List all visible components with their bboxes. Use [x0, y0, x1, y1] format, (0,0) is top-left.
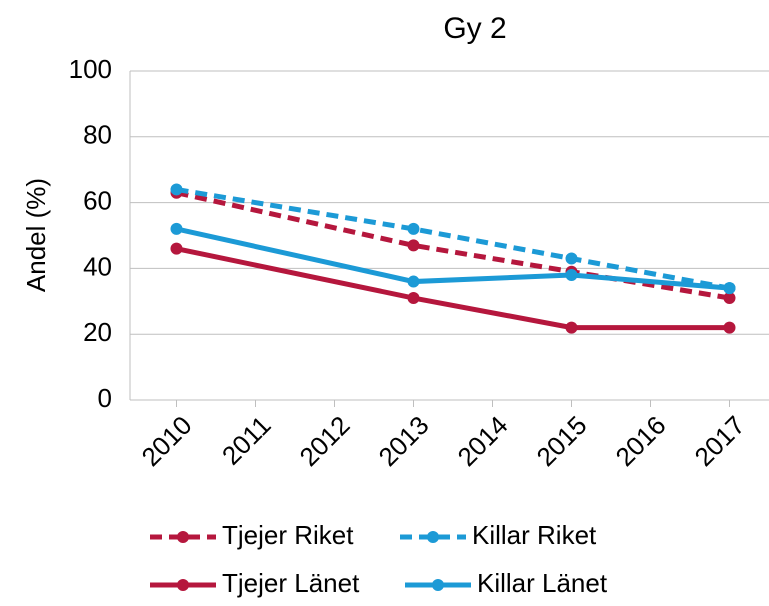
data-point [723, 282, 736, 295]
x-tick-label: 2017 [688, 410, 750, 472]
data-point [407, 292, 420, 305]
x-tick-label: 2012 [293, 410, 355, 472]
y-tick-label: 0 [98, 383, 112, 413]
y-tick-label: 20 [83, 317, 112, 347]
y-tick-label: 80 [83, 120, 112, 150]
x-tick-label: 2014 [451, 410, 513, 472]
legend-marker [432, 579, 444, 591]
legend-label: Tjejer Riket [222, 520, 354, 550]
data-point [723, 292, 736, 305]
chart-title: Gy 2 [443, 12, 506, 45]
data-point [565, 268, 578, 281]
data-point [407, 239, 420, 252]
series-line [175, 246, 730, 331]
y-axis-label: Andel (%) [21, 178, 51, 292]
y-tick-label: 60 [83, 185, 112, 215]
data-point [170, 242, 183, 255]
y-tick-label: 40 [83, 251, 112, 281]
legend-label: Killar Länet [477, 568, 608, 598]
x-tick-label: 2015 [530, 410, 592, 472]
legend-label: Killar Riket [472, 520, 597, 550]
data-point [407, 222, 420, 235]
x-tick-label: 2010 [135, 410, 197, 472]
series-line [175, 226, 730, 291]
x-tick-label: 2013 [372, 410, 434, 472]
legend-marker [177, 579, 189, 591]
data-point [407, 275, 420, 288]
series-line [176, 186, 730, 291]
x-tick-label: 2016 [609, 410, 671, 472]
series-line [175, 190, 730, 301]
legend-label: Tjejer Länet [222, 568, 360, 598]
legend-marker [427, 531, 439, 543]
legend-marker [177, 531, 189, 543]
y-tick-label: 100 [69, 54, 112, 84]
data-point [170, 222, 183, 235]
x-tick-label: 2011 [216, 410, 277, 471]
data-point [565, 321, 578, 334]
data-point [170, 183, 183, 196]
data-point [565, 252, 578, 265]
data-point [723, 321, 736, 334]
